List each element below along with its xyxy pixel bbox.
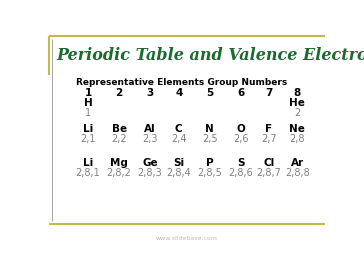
Text: 2,8,5: 2,8,5	[197, 168, 222, 178]
Text: Periodic Table and Valence Electrons: Periodic Table and Valence Electrons	[56, 47, 364, 64]
Text: 2,1: 2,1	[80, 134, 96, 144]
Text: N: N	[205, 124, 214, 134]
Text: 2,8,6: 2,8,6	[229, 168, 253, 178]
Text: 2,2: 2,2	[111, 134, 127, 144]
Text: 6: 6	[237, 88, 244, 98]
Text: Li: Li	[83, 158, 93, 168]
Text: S: S	[237, 158, 245, 168]
Text: Ar: Ar	[291, 158, 304, 168]
Text: 1: 1	[85, 108, 91, 118]
Text: www.slidebase.com: www.slidebase.com	[156, 236, 217, 241]
Text: H: H	[84, 98, 92, 108]
Text: 2,8,3: 2,8,3	[138, 168, 162, 178]
Text: 8: 8	[294, 88, 301, 98]
Text: 2,5: 2,5	[202, 134, 218, 144]
Text: P: P	[206, 158, 214, 168]
Text: Ge: Ge	[142, 158, 158, 168]
Text: 2: 2	[294, 108, 301, 118]
Text: 2,8,7: 2,8,7	[256, 168, 281, 178]
Text: 5: 5	[206, 88, 213, 98]
Text: 2,3: 2,3	[142, 134, 158, 144]
Text: Be: Be	[111, 124, 127, 134]
Text: Cl: Cl	[263, 158, 274, 168]
Text: 2,8,4: 2,8,4	[166, 168, 191, 178]
Text: Li: Li	[83, 124, 93, 134]
Text: 4: 4	[175, 88, 182, 98]
Text: 3: 3	[146, 88, 154, 98]
Text: 2,8,2: 2,8,2	[107, 168, 131, 178]
Text: Representative Elements Group Numbers: Representative Elements Group Numbers	[76, 78, 288, 87]
Text: 2,8: 2,8	[290, 134, 305, 144]
Text: 7: 7	[265, 88, 272, 98]
Text: 2,4: 2,4	[171, 134, 187, 144]
Text: Si: Si	[173, 158, 184, 168]
Text: 2,8,1: 2,8,1	[76, 168, 100, 178]
Text: 2: 2	[115, 88, 123, 98]
Text: 2,6: 2,6	[233, 134, 249, 144]
Text: 2,7: 2,7	[261, 134, 277, 144]
Text: 1: 1	[84, 88, 92, 98]
Text: 2,8,8: 2,8,8	[285, 168, 310, 178]
Text: F: F	[265, 124, 272, 134]
Text: C: C	[175, 124, 183, 134]
Text: Al: Al	[144, 124, 156, 134]
Text: Ne: Ne	[289, 124, 305, 134]
Text: He: He	[289, 98, 305, 108]
Text: Mg: Mg	[110, 158, 128, 168]
Text: O: O	[237, 124, 245, 134]
